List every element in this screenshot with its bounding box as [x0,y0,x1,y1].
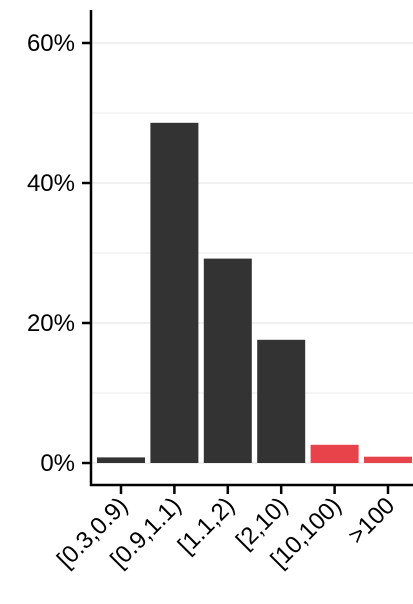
bar [203,258,252,463]
gridlines [91,42,413,464]
bar [97,457,145,463]
x-tick-labels: [0.3,0.9)[0.9,1.1)[1.1,2)[2,10)[10,100)>… [52,492,400,573]
y-tick-labels: 0% 20% 40% 60% [27,30,75,477]
x-tick-label: >100 [343,492,400,549]
y-tick-label: 0% [40,450,75,477]
bar [150,122,199,464]
bar [310,444,359,463]
axes [82,10,413,494]
bars [97,122,412,464]
bar [364,456,412,463]
x-tick-label: [1.1,2) [173,492,240,559]
y-tick-label: 20% [27,310,75,337]
bar [257,339,306,463]
y-tick-label: 40% [27,170,75,197]
y-tick-label: 60% [27,30,75,57]
